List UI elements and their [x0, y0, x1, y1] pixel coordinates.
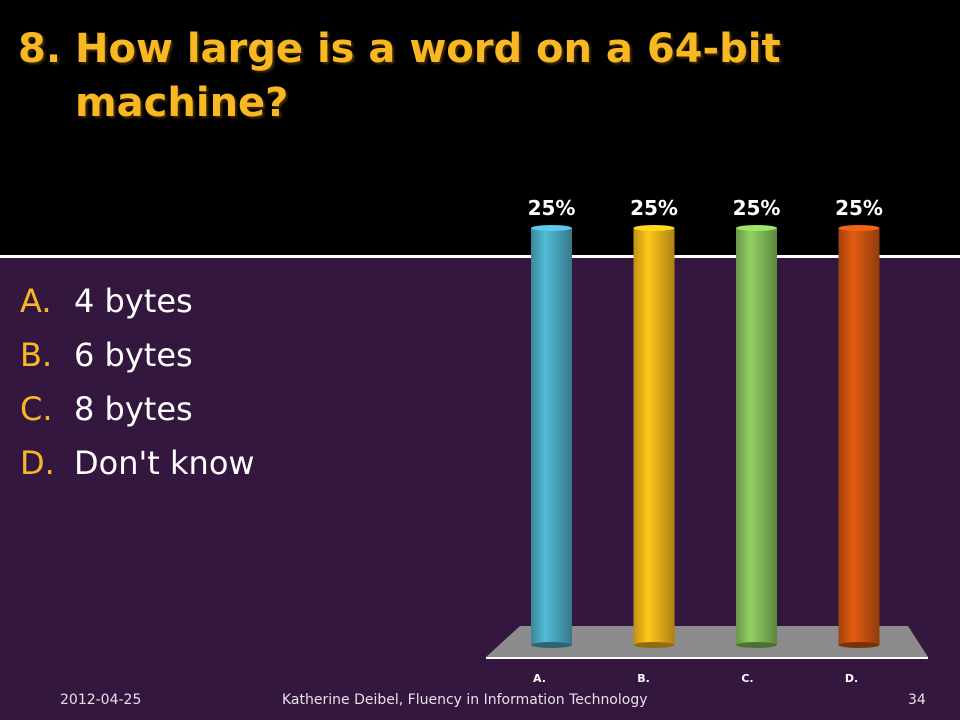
- category-label: A.: [533, 672, 546, 685]
- slide-number: 34: [908, 692, 926, 708]
- answer-option-b: B. 6 bytes: [20, 328, 255, 382]
- answer-letter: C.: [20, 390, 53, 428]
- question-title: How large is a word on a 64-bit machine?: [75, 26, 781, 126]
- data-label: 25%: [630, 196, 678, 220]
- answer-text: 6 bytes: [74, 336, 193, 374]
- bar-base: [736, 642, 777, 648]
- category-label: B.: [637, 672, 650, 685]
- title-divider: [0, 255, 960, 258]
- bar-cap: [838, 225, 880, 231]
- answer-text: 4 bytes: [74, 282, 193, 320]
- bar-base: [633, 642, 675, 648]
- answer-text: Don't know: [74, 444, 255, 482]
- category-label: C.: [741, 672, 753, 685]
- chart-floor-edge: [486, 657, 928, 659]
- footer-date: 2012-04-25: [60, 692, 142, 708]
- title-band: [0, 0, 960, 255]
- bar-cap: [736, 225, 777, 231]
- bar-base: [531, 642, 572, 648]
- answer-option-c: C. 8 bytes: [20, 382, 255, 436]
- bar-d: [838, 228, 880, 645]
- bar-cap: [531, 225, 572, 231]
- chart-floor: [486, 626, 928, 657]
- bar-a: [531, 228, 572, 645]
- answer-option-a: A. 4 bytes: [20, 274, 255, 328]
- response-bar-chart: 25% 25% 25% 25% A. B. C. D.: [486, 196, 928, 685]
- answer-option-d: D. Don't know: [20, 436, 255, 490]
- data-label: 25%: [835, 196, 883, 220]
- answer-letter: D.: [20, 444, 55, 482]
- question-number: 8.: [18, 26, 62, 72]
- category-label: D.: [845, 672, 858, 685]
- data-label: 25%: [733, 196, 781, 220]
- bar-base: [838, 642, 880, 648]
- bar-b: [633, 228, 675, 645]
- bar-c: [736, 228, 777, 645]
- answer-letter: A.: [20, 282, 52, 320]
- answer-letter: B.: [20, 336, 53, 374]
- footer-credit: Katherine Deibel, Fluency in Information…: [282, 692, 648, 708]
- data-label: 25%: [528, 196, 576, 220]
- answer-text: 8 bytes: [74, 390, 193, 428]
- answer-list: A. 4 bytes B. 6 bytes C. 8 bytes D. Don't kn…: [20, 274, 255, 490]
- bar-cap: [633, 225, 675, 231]
